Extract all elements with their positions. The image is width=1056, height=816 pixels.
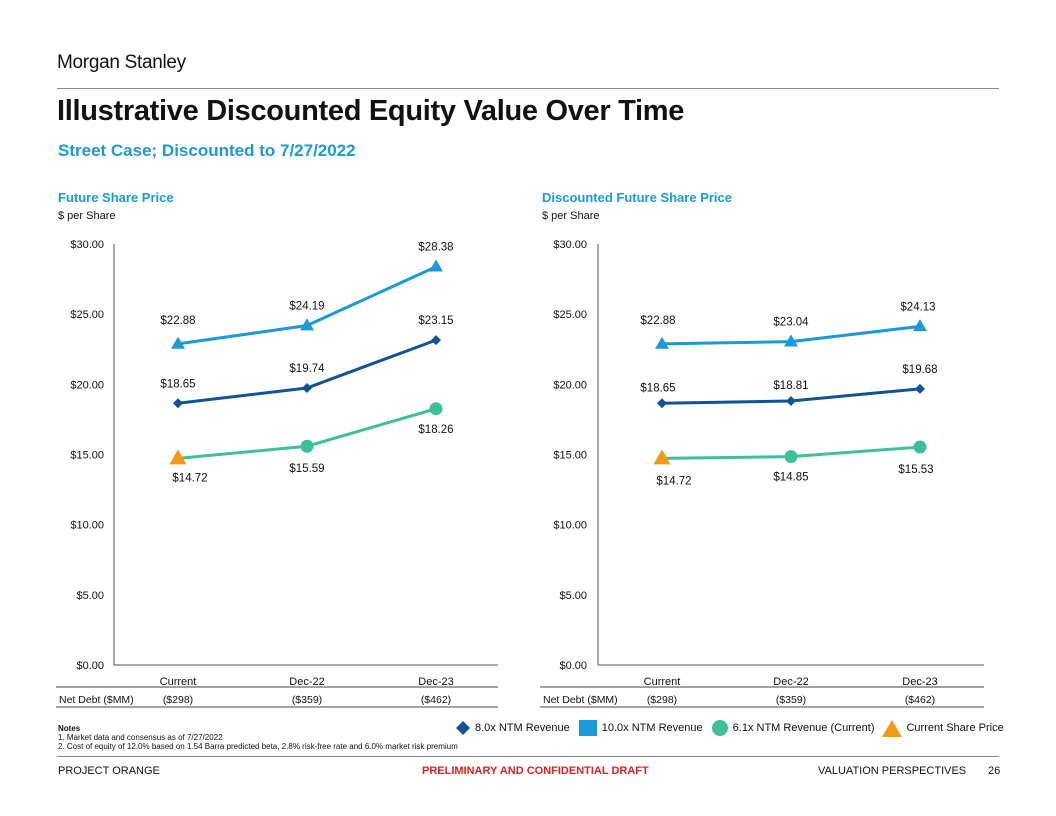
data-point-diamond-marker: [431, 335, 441, 346]
page-subtitle: Street Case; Discounted to 7/27/2022: [58, 141, 356, 160]
net-debt-value: ($298): [163, 694, 193, 706]
data-label: $28.38: [418, 242, 453, 254]
data-label: $14.72: [656, 475, 691, 487]
morgan-stanley-logo: Morgan Stanley: [57, 52, 186, 73]
data-label: $24.13: [900, 301, 935, 313]
x-tick-label: Current: [160, 676, 197, 688]
net-debt-label: Net Debt ($MM): [59, 694, 134, 706]
y-tick-label: $0.00: [76, 660, 104, 672]
circle-marker-icon: [711, 720, 728, 736]
x-tick-label: Dec-23: [902, 676, 937, 688]
data-label: $15.59: [289, 463, 324, 475]
notes: Notes 1. Market data and consensus as of…: [58, 724, 458, 751]
page-title: Illustrative Discounted Equity Value Ove…: [57, 95, 685, 127]
net-debt-label: Net Debt ($MM): [543, 694, 618, 706]
data-label: $18.26: [418, 424, 453, 436]
chart-unit-label-right: $ per Share: [542, 210, 600, 222]
data-point-diamond-marker: [786, 396, 796, 407]
data-label: $18.65: [160, 378, 195, 390]
data-label: $18.65: [640, 382, 675, 394]
data-label: $14.72: [172, 472, 207, 484]
footer-project-name: PROJECT ORANGE: [58, 765, 160, 777]
net-debt-value: ($359): [776, 694, 806, 706]
data-point-diamond-marker: [173, 398, 183, 409]
data-point-triangle-marker: [913, 319, 927, 332]
data-point-triangle-marker: [171, 336, 185, 349]
y-tick-label: $15.00: [70, 450, 104, 462]
data-label: $23.04: [773, 317, 809, 329]
data-label: $19.68: [902, 364, 937, 376]
data-label: $22.88: [160, 315, 195, 327]
note-item: 1. Market data and consensus as of 7/27/…: [58, 733, 223, 742]
legend-item-current-share-price: Current Share Price: [882, 719, 1004, 737]
data-label: $14.85: [773, 472, 808, 484]
y-tick-label: $0.00: [559, 660, 587, 672]
data-point-triangle-marker: [653, 449, 671, 465]
data-point-triangle-marker: [429, 259, 443, 272]
x-tick-label: Dec-22: [773, 676, 808, 688]
chart-title-discounted-future-share-price: Discounted Future Share Price: [542, 190, 732, 205]
footer-draft-label: PRELIMINARY AND CONFIDENTIAL DRAFT: [422, 765, 649, 777]
data-point-triangle-marker: [784, 334, 798, 347]
data-label: $24.19: [289, 301, 324, 313]
x-tick-label: Current: [644, 676, 681, 688]
data-point-circle-marker: [429, 402, 443, 416]
legend-item-10x-ntm: 10.0x NTM Revenue: [578, 720, 703, 736]
footer-section-name: VALUATION PERSPECTIVES: [818, 765, 967, 777]
chart-unit-label-left: $ per Share: [58, 210, 116, 222]
y-tick-label: $10.00: [70, 520, 104, 532]
data-point-triangle-marker: [300, 318, 314, 331]
y-tick-label: $30.00: [553, 239, 587, 251]
net-debt-value: ($359): [292, 694, 322, 706]
footer-page-number: 26: [988, 765, 1001, 777]
data-point-circle-marker: [913, 440, 927, 454]
y-tick-label: $20.00: [553, 379, 587, 391]
legend-label-10x-ntm: 10.0x NTM Revenue: [601, 722, 703, 734]
legend-label-current-share-price: Current Share Price: [906, 722, 1004, 734]
legend-label-6x-ntm: 6.1x NTM Revenue (Current): [732, 722, 875, 734]
chart-legend: 8.0x NTM Revenue 10.0x NTM Revenue 6.1x …: [455, 718, 1012, 738]
diamond-marker-icon: [456, 721, 470, 735]
footer-divider: [57, 756, 999, 757]
y-tick-label: $5.00: [76, 590, 104, 602]
note-item: 2. Cost of equity of 12.0% based on 1.54…: [58, 742, 458, 751]
y-tick-label: $30.00: [70, 239, 104, 251]
data-point-circle-marker: [784, 450, 798, 464]
y-tick-label: $20.00: [70, 379, 104, 391]
data-label: $19.74: [289, 363, 325, 375]
y-tick-label: $10.00: [553, 520, 587, 532]
net-debt-value: ($462): [905, 694, 935, 706]
y-tick-label: $15.00: [553, 450, 587, 462]
data-point-diamond-marker: [915, 383, 925, 394]
data-label: $22.88: [640, 315, 675, 327]
triangle-marker-icon: [882, 719, 903, 737]
x-tick-label: Dec-23: [418, 676, 453, 688]
net-debt-value: ($298): [647, 694, 677, 706]
data-point-circle-marker: [300, 439, 314, 453]
net-debt-value: ($462): [421, 694, 451, 706]
header-divider: [57, 88, 999, 89]
data-point-diamond-marker: [657, 398, 667, 409]
notes-title: Notes: [58, 724, 81, 733]
data-label: $15.53: [898, 464, 933, 476]
chart-title-future-share-price: Future Share Price: [58, 190, 174, 205]
square-marker-icon: [578, 720, 597, 736]
y-tick-label: $5.00: [559, 590, 587, 602]
data-label: $18.81: [773, 380, 808, 392]
data-point-triangle-marker: [169, 449, 187, 465]
data-point-triangle-marker: [655, 336, 669, 349]
y-tick-label: $25.00: [553, 309, 587, 321]
data-label: $23.15: [418, 315, 453, 327]
x-tick-label: Dec-22: [289, 676, 324, 688]
legend-label-8x-ntm: 8.0x NTM Revenue: [475, 722, 570, 734]
data-point-diamond-marker: [302, 382, 312, 393]
legend-item-8x-ntm: 8.0x NTM Revenue: [455, 720, 570, 736]
y-tick-label: $25.00: [70, 309, 104, 321]
legend-item-6x-ntm: 6.1x NTM Revenue (Current): [711, 719, 875, 737]
